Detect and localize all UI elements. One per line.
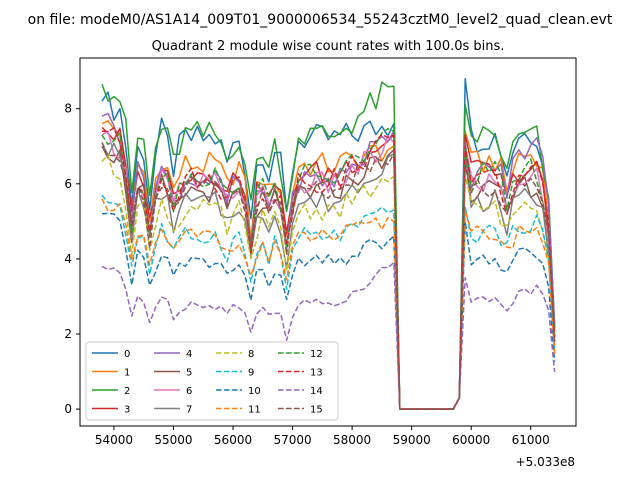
x-tick-label: 61000 <box>512 433 550 447</box>
plot-area-frame <box>79 57 577 427</box>
x-tick-label: 59000 <box>393 433 431 447</box>
series-layer <box>101 77 556 410</box>
x-tick-label: 55000 <box>154 433 192 447</box>
series-line-11 <box>101 198 556 410</box>
series-line-15 <box>101 142 556 410</box>
series-line-14 <box>101 261 556 410</box>
series-line-8 <box>101 154 556 410</box>
legend-label-7: 7 <box>186 405 192 416</box>
legend-label-1: 1 <box>124 368 130 379</box>
legend-frame <box>85 341 339 421</box>
legend-label-15: 15 <box>310 405 323 416</box>
x-tick-label: 58000 <box>333 433 371 447</box>
series-line-1 <box>101 120 556 410</box>
legend-label-13: 13 <box>310 368 323 379</box>
legend-label-0: 0 <box>124 349 130 360</box>
y-tick-label: 0 <box>64 402 72 416</box>
legend-label-4: 4 <box>186 349 192 360</box>
legend-label-10: 10 <box>248 386 261 397</box>
legend-label-2: 2 <box>124 386 130 397</box>
x-tick-label: 57000 <box>273 433 311 447</box>
series-line-7 <box>101 142 556 410</box>
legend-label-14: 14 <box>310 386 323 397</box>
legend-label-5: 5 <box>186 368 192 379</box>
x-axis: 54000 55000 56000 57000 58000 59000 60000 61000 <box>95 426 550 447</box>
chart-title: Quadrant 2 module wise count rates with … <box>152 39 505 54</box>
y-tick-label: 8 <box>64 102 72 116</box>
x-offset-label: +5.033e8 <box>516 455 575 469</box>
figure-suptitle: on file: modeM0/AS1A14_009T01_9000006534… <box>28 12 613 28</box>
y-tick-label: 4 <box>64 252 72 266</box>
legend-label-6: 6 <box>186 386 192 397</box>
series-line-2 <box>101 81 556 410</box>
y-tick-label: 2 <box>64 327 72 341</box>
legend-label-3: 3 <box>124 405 130 416</box>
series-line-0 <box>101 77 556 410</box>
legend-label-8: 8 <box>248 349 254 360</box>
legend-label-11: 11 <box>248 405 261 416</box>
legend-label-9: 9 <box>248 368 254 379</box>
legend-label-12: 12 <box>310 349 323 360</box>
series-line-9 <box>101 194 556 410</box>
y-axis: 0 2 4 6 8 <box>64 102 80 416</box>
series-line-13 <box>101 127 556 410</box>
x-tick-label: 54000 <box>95 433 133 447</box>
y-tick-label: 6 <box>64 177 72 191</box>
series-line-12 <box>101 127 556 410</box>
x-tick-label: 60000 <box>452 433 490 447</box>
series-line-10 <box>101 212 556 410</box>
x-tick-label: 56000 <box>214 433 252 447</box>
